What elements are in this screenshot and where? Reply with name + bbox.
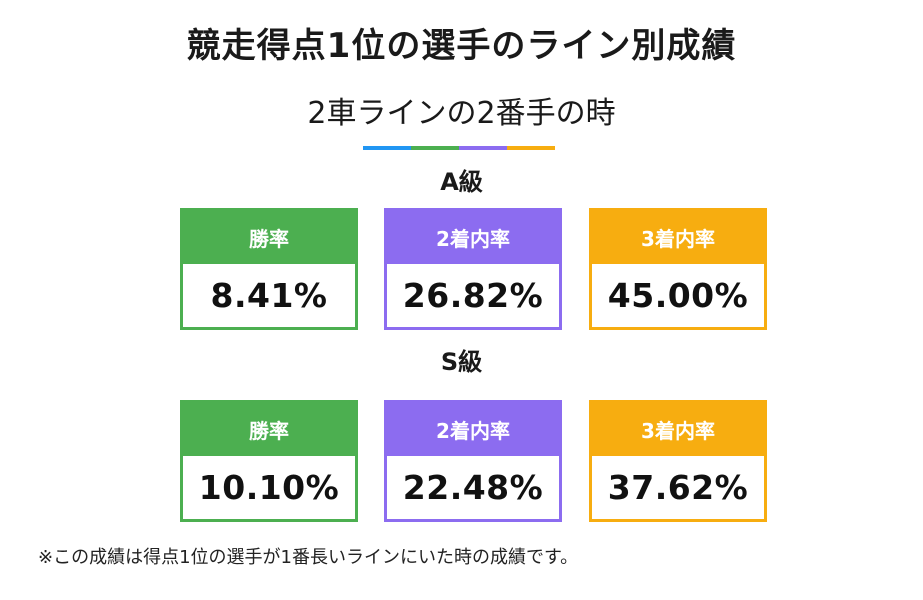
stat-card-value: 26.82% (402, 276, 544, 315)
accent-purple (459, 146, 507, 150)
stat-card-label: 3着内率 (592, 211, 764, 264)
stat-card-label: 3着内率 (592, 403, 764, 456)
stat-card-value: 45.00% (607, 276, 749, 315)
stat-card-value: 22.48% (402, 468, 544, 507)
accent-blue (363, 146, 411, 150)
stat-card-win-rate-a: 勝率 8.41% (180, 208, 358, 330)
accent-green (411, 146, 459, 150)
stat-card-value: 8.41% (210, 276, 328, 315)
stat-card-value: 10.10% (198, 468, 340, 507)
grade-heading-a: A級 (440, 168, 483, 196)
grade-heading-s: S級 (440, 348, 483, 376)
stat-card-label: 勝率 (183, 403, 355, 456)
stat-card-top3-rate-a: 3着内率 45.00% (589, 208, 767, 330)
stat-card-value: 37.62% (607, 468, 749, 507)
stat-card-top2-rate-s: 2着内率 22.48% (384, 400, 562, 522)
accent-orange (507, 146, 555, 150)
footnote: ※この成績は得点1位の選手が1番長いラインにいた時の成績です。 (38, 547, 579, 568)
stat-card-label: 勝率 (183, 211, 355, 264)
color-accent-bar (363, 146, 555, 150)
stat-card-label: 2着内率 (387, 403, 559, 456)
stat-card-win-rate-s: 勝率 10.10% (180, 400, 358, 522)
page-title: 競走得点1位の選手のライン別成績 (186, 26, 737, 66)
stat-card-top3-rate-s: 3着内率 37.62% (589, 400, 767, 522)
stat-card-label: 2着内率 (387, 211, 559, 264)
stat-card-top2-rate-a: 2着内率 26.82% (384, 208, 562, 330)
page-subtitle: 2車ラインの2番手の時 (307, 96, 616, 131)
